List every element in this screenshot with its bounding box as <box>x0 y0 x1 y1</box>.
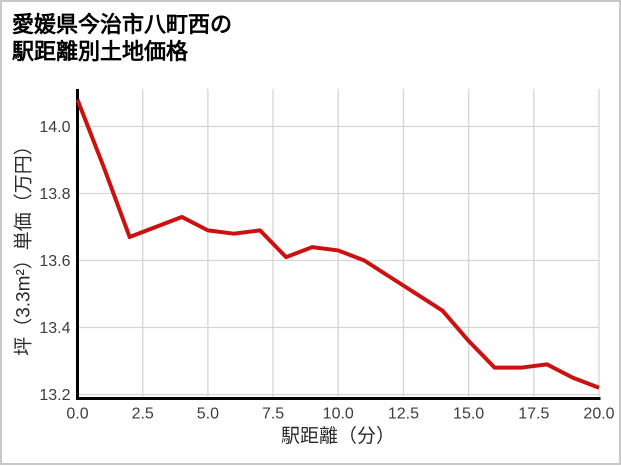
y-tick-label: 14.0 <box>39 119 70 136</box>
x-tick-label: 5.0 <box>197 406 219 423</box>
y-tick-label: 13.4 <box>39 320 70 337</box>
chart-title-line2: 駅距離別土地価格 <box>12 39 189 64</box>
x-tick-label: 17.5 <box>518 406 549 423</box>
chart-title-line1: 愛媛県今治市八町西の <box>12 12 233 37</box>
x-tick-label: 10.0 <box>323 406 354 423</box>
y-tick-label: 13.8 <box>39 186 70 203</box>
x-axis-label: 駅距離（分） <box>280 426 395 447</box>
price-line <box>75 98 600 390</box>
x-tick-label: 15.0 <box>453 406 484 423</box>
x-tick-label: 2.5 <box>132 406 154 423</box>
x-tick-label: 12.5 <box>388 406 419 423</box>
chart-title: 愛媛県今治市八町西の 駅距離別土地価格 <box>12 11 232 65</box>
x-tick-label: 7.5 <box>262 406 284 423</box>
x-tick-label: 0.0 <box>66 406 88 423</box>
y-tick-label: 13.6 <box>39 253 70 270</box>
x-tick-label: 20.0 <box>583 406 614 423</box>
y-tick-label: 13.2 <box>39 387 70 404</box>
